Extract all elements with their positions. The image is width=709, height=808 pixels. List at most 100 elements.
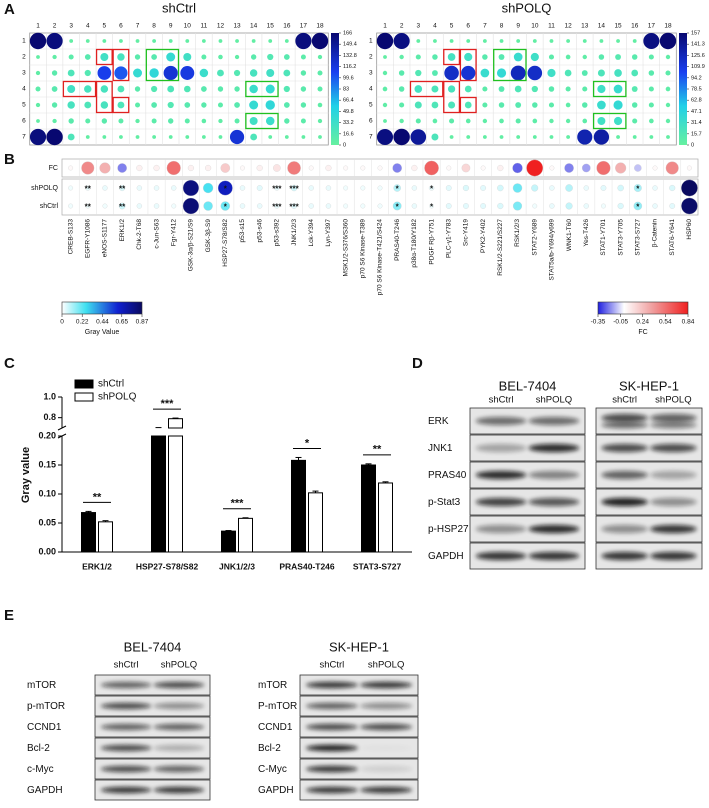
dot	[268, 135, 273, 139]
dot	[35, 86, 41, 92]
highlight-box	[459, 96, 477, 114]
blot-band	[475, 416, 527, 426]
column-label: 3	[69, 23, 73, 30]
dot	[393, 32, 410, 50]
gray-dot	[239, 185, 246, 191]
gray-dot	[203, 201, 213, 211]
colorbar-tick-label: 0	[691, 142, 694, 148]
dot	[465, 118, 471, 124]
dot	[217, 102, 223, 108]
blot-panel	[94, 758, 211, 780]
cell-line: BEL-7404	[499, 378, 557, 393]
row-label: 6	[22, 118, 26, 125]
dot	[515, 102, 522, 108]
dot	[250, 54, 257, 60]
protein-label: c-Jun-S63	[153, 219, 160, 249]
significance: ***	[272, 203, 282, 212]
blot-band	[100, 723, 152, 731]
column-label: 2	[53, 23, 57, 30]
protein-label: p-HSP27	[428, 524, 469, 535]
blot-band	[650, 443, 697, 453]
dot	[432, 118, 438, 124]
dot	[100, 101, 109, 109]
significance: **	[93, 491, 102, 503]
gray-dot	[136, 185, 143, 191]
gray-dot	[429, 203, 434, 209]
dot	[102, 135, 107, 139]
column-label: 8	[152, 23, 156, 30]
dot	[300, 54, 306, 60]
row-label: 5	[22, 102, 26, 109]
gray-dot	[377, 185, 383, 191]
gray-dot	[411, 185, 418, 191]
dot	[383, 119, 387, 123]
dot	[218, 135, 223, 139]
blot-band	[153, 744, 205, 752]
colorbar-tick-label: -0.05	[613, 319, 628, 326]
colorbar-tick-label: 0.24	[636, 319, 649, 326]
fc-dot	[68, 165, 74, 171]
colorbar-tick-label: 0	[343, 142, 346, 148]
fc-dot	[153, 164, 160, 172]
column-label: 8	[500, 23, 504, 30]
dot	[549, 39, 554, 43]
dot	[266, 68, 275, 78]
dot	[564, 69, 572, 77]
row-frame	[61, 178, 699, 216]
dot	[300, 118, 306, 124]
dot	[84, 85, 92, 93]
colorbar-tick-label: 66.4	[343, 98, 354, 104]
dot	[461, 65, 476, 81]
legend-swatch	[74, 379, 94, 389]
dot	[300, 70, 307, 76]
bar	[238, 517, 253, 553]
gray-dot	[182, 179, 199, 197]
dot	[184, 102, 191, 108]
blot-band	[650, 413, 697, 423]
dot	[268, 39, 273, 43]
blot-band	[601, 524, 648, 534]
column-label: 6	[119, 23, 123, 30]
dot	[632, 39, 637, 43]
blot-panel	[94, 674, 211, 696]
dot	[496, 68, 507, 78]
dot	[649, 135, 654, 139]
column-label: 4	[433, 23, 437, 30]
dot	[549, 135, 554, 139]
dot	[135, 135, 140, 139]
lane-label: shPOLQ	[368, 660, 404, 671]
column-label: 2	[400, 23, 404, 30]
dot	[383, 55, 387, 59]
gray-dot	[308, 203, 314, 209]
gray-dot	[393, 184, 401, 192]
blot-band	[601, 443, 648, 453]
colorbar-tick-label: 157	[691, 30, 700, 36]
blot-band	[153, 702, 205, 710]
dot	[631, 86, 638, 92]
gray-dot	[325, 185, 332, 191]
dot	[152, 39, 156, 43]
dot	[163, 65, 178, 81]
column-label: 1	[383, 23, 387, 30]
dot	[29, 128, 47, 146]
gray-dot	[669, 184, 676, 192]
protein-label: HSP27-S78/S82	[222, 219, 229, 267]
gray-dot	[119, 184, 126, 192]
protein-label: PYK2-Y402	[480, 219, 487, 253]
dot	[532, 135, 537, 139]
dot	[582, 102, 588, 108]
dot	[201, 102, 207, 108]
protein-label: RSK1/2-S221/S227	[497, 219, 504, 276]
protein-label: p53-s46	[256, 219, 263, 243]
gray-dot	[136, 203, 143, 209]
protein-label: CREB-S133	[67, 219, 74, 255]
protein-label: GSK-3α/β-S21/S9	[188, 219, 195, 272]
significance: *	[305, 437, 310, 449]
protein-label: ERK	[428, 416, 449, 427]
gray-dot	[617, 184, 624, 192]
dot	[218, 54, 223, 60]
dot	[234, 102, 240, 108]
highlight-box	[62, 80, 97, 98]
dot	[84, 69, 91, 77]
blot-band	[100, 702, 152, 710]
